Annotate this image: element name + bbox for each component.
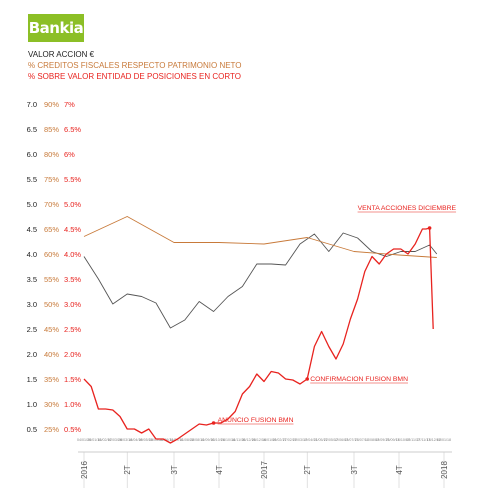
y-tick-valor-accion: 1.5 xyxy=(27,375,37,384)
x-date-label: 01/08/16 xyxy=(180,438,194,442)
x-date-label: 08/01/18 xyxy=(437,438,451,442)
x-date-label: 03/07/17 xyxy=(344,438,358,442)
legend-creditos-fiscales: % CREDITOS FISCALES RESPECTO PATRIMONIO … xyxy=(28,61,242,70)
y-tick-posiciones-corto: 7% xyxy=(64,100,75,109)
y-tick-posiciones-corto: 1.0% xyxy=(64,400,81,409)
x-date-label: 18/12/17 xyxy=(427,438,441,442)
x-major-label: 2T xyxy=(303,465,312,474)
y-tick-creditos-fiscales: 45% xyxy=(44,325,59,334)
y-tick-valor-accion: 1.0 xyxy=(27,400,37,409)
y-tick-posiciones-corto: 1.5% xyxy=(64,375,81,384)
x-major-label: 4T xyxy=(215,465,224,474)
x-date-label: 20/03/17 xyxy=(293,438,307,442)
x-date-label: 22/08/16 xyxy=(190,438,204,442)
series-line-2 xyxy=(83,227,434,444)
x-date-label: 15/02/16 xyxy=(98,438,112,442)
x-date-label: 24/07/17 xyxy=(355,438,369,442)
x-date-label: 10/04/17 xyxy=(303,438,317,442)
y-tick-posiciones-corto: 6.5% xyxy=(64,125,81,134)
x-date-label: 06/11/17 xyxy=(406,438,420,442)
x-date-label: 06/02/17 xyxy=(272,438,286,442)
y-tick-valor-accion: 5.0 xyxy=(27,200,37,209)
x-date-label: 12/09/16 xyxy=(200,438,214,442)
y-tick-creditos-fiscales: 30% xyxy=(44,400,59,409)
y-tick-creditos-fiscales: 70% xyxy=(44,200,59,209)
x-major-label: 2016 xyxy=(80,461,89,479)
y-tick-creditos-fiscales: 50% xyxy=(44,300,59,309)
y-tick-valor-accion: 4.0 xyxy=(27,250,37,259)
x-date-label: 14/08/17 xyxy=(365,438,379,442)
annotation-label: VENTA ACCIONES DICIEMBRE xyxy=(358,205,457,212)
x-major-label: 3T xyxy=(350,465,359,474)
y-tick-posiciones-corto: 2.5% xyxy=(64,325,81,334)
x-date-label: 24/10/16 xyxy=(221,438,235,442)
y-tick-posiciones-corto: 6% xyxy=(64,150,75,159)
y-tick-posiciones-corto: 2.0% xyxy=(64,350,81,359)
annotation-label: CONFIRMACION FUSION BMN xyxy=(310,376,408,383)
x-major-label: 2018 xyxy=(440,461,449,479)
x-date-label: 25/01/16 xyxy=(87,438,101,442)
x-date-label: 04/09/17 xyxy=(375,438,389,442)
y-tick-creditos-fiscales: 25% xyxy=(44,425,59,434)
y-tick-posiciones-corto: 4.0% xyxy=(64,250,81,259)
x-major-label: 2017 xyxy=(260,461,269,479)
x-date-label: 30/05/16 xyxy=(149,438,163,442)
y-tick-creditos-fiscales: 65% xyxy=(44,225,59,234)
annotation-dot xyxy=(305,377,310,381)
y-tick-posiciones-corto: 5.0% xyxy=(64,200,81,209)
y-tick-creditos-fiscales: 60% xyxy=(44,250,59,259)
y-tick-posiciones-corto: 5.5% xyxy=(64,175,81,184)
x-date-label: 12/06/17 xyxy=(334,438,348,442)
annotation-dot xyxy=(427,226,432,230)
y-tick-creditos-fiscales: 55% xyxy=(44,275,59,284)
y-tick-valor-accion: 3.0 xyxy=(27,300,37,309)
x-date-label: 05/12/16 xyxy=(242,438,256,442)
y-tick-creditos-fiscales: 80% xyxy=(44,150,59,159)
x-date-label: 27/02/17 xyxy=(283,438,297,442)
y-tick-creditos-fiscales: 40% xyxy=(44,350,59,359)
x-date-label: 28/03/16 xyxy=(118,438,132,442)
y-tick-valor-accion: 2.5 xyxy=(27,325,37,334)
x-date-label: 14/11/16 xyxy=(231,438,245,442)
x-date-label: 07/03/16 xyxy=(108,438,122,442)
y-tick-valor-accion: 6.5 xyxy=(27,125,37,134)
x-date-label: 01/05/17 xyxy=(314,438,328,442)
series-line-0 xyxy=(83,232,438,329)
x-date-label: 04/01/16 xyxy=(77,438,91,442)
legend-valor-accion: VALOR ACCION € xyxy=(28,50,95,59)
y-tick-posiciones-corto: 4.5% xyxy=(64,225,81,234)
y-tick-valor-accion: 7.0 xyxy=(27,100,37,109)
annotation-dot xyxy=(211,421,216,425)
y-tick-posiciones-corto: 3.0% xyxy=(64,300,81,309)
bankia-logo: Bankia xyxy=(28,14,84,42)
x-date-label: 16/01/17 xyxy=(262,438,276,442)
x-major-label: 3T xyxy=(170,465,179,474)
y-tick-valor-accion: 2.0 xyxy=(27,350,37,359)
y-tick-creditos-fiscales: 75% xyxy=(44,175,59,184)
x-date-label: 16/10/17 xyxy=(396,438,410,442)
series-line-1 xyxy=(83,216,437,258)
annotation-label: ANUNCIO FUSION BMN xyxy=(218,417,294,424)
y-tick-creditos-fiscales: 85% xyxy=(44,125,59,134)
y-tick-posiciones-corto: 3.5% xyxy=(64,275,81,284)
x-date-label: 25/09/17 xyxy=(386,438,400,442)
y-tick-valor-accion: 0.5 xyxy=(27,425,37,434)
y-tick-valor-accion: 3.5 xyxy=(27,275,37,284)
legend-posiciones-corto: % SOBRE VALOR ENTIDAD DE POSICIONES EN C… xyxy=(28,72,241,81)
x-date-label: 03/10/16 xyxy=(211,438,225,442)
y-tick-valor-accion: 6.0 xyxy=(27,150,37,159)
x-date-label: 22/05/17 xyxy=(324,438,338,442)
y-tick-valor-accion: 4.5 xyxy=(27,225,37,234)
x-major-label: 2T xyxy=(123,465,132,474)
x-major-label: 4T xyxy=(395,465,404,474)
y-tick-valor-accion: 5.5 xyxy=(27,175,37,184)
x-date-label: 18/04/16 xyxy=(128,438,142,442)
y-tick-posiciones-corto: 0.5% xyxy=(64,425,81,434)
y-tick-creditos-fiscales: 90% xyxy=(44,100,59,109)
x-date-label: 27/11/17 xyxy=(417,438,431,442)
x-date-label: 26/12/16 xyxy=(252,438,266,442)
x-date-label: 09/05/16 xyxy=(139,438,153,442)
y-tick-creditos-fiscales: 35% xyxy=(44,375,59,384)
